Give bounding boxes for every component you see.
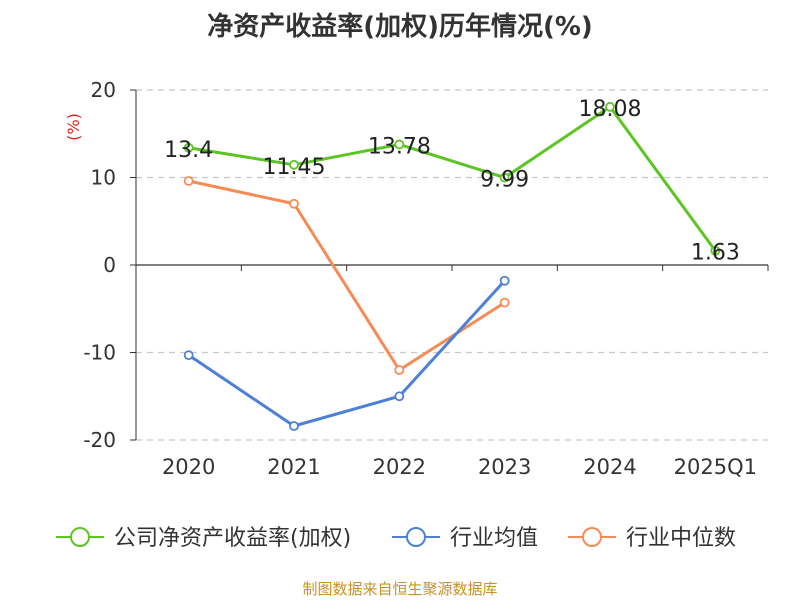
y-tick-label: -20 [83, 428, 116, 452]
y-tick-label: 20 [91, 78, 116, 102]
legend-label: 行业中位数 [626, 526, 736, 551]
data-point [499, 275, 510, 286]
data-label: 1.63 [691, 241, 740, 266]
y-tick-label: 0 [103, 253, 116, 277]
x-tick-label: 2021 [267, 455, 320, 479]
data-point [394, 365, 405, 375]
y-tick-label: -10 [83, 341, 116, 365]
data-label: 13.4 [164, 138, 213, 163]
data-label: 11.45 [263, 155, 326, 180]
legend-label: 行业均值 [450, 526, 538, 551]
source-note: 制图数据来自恒生聚源数据库 [302, 580, 498, 598]
x-tick-label: 2023 [478, 455, 531, 479]
data-label: 18.08 [579, 97, 642, 122]
series-line [187, 105, 717, 253]
y-axis-label: (%) [64, 113, 83, 141]
data-point [394, 391, 405, 402]
data-label: 13.78 [368, 134, 431, 159]
data-point [499, 172, 510, 183]
legend-marker [70, 527, 90, 547]
data-point [289, 198, 299, 209]
x-tick-label: 2025Q1 [674, 455, 757, 479]
data-point [289, 159, 299, 170]
data-point [183, 176, 194, 186]
legend-marker [406, 527, 426, 547]
legend-marker [582, 527, 602, 547]
chart-title: 净资产收益率(加权)历年情况(%) [207, 12, 593, 42]
data-point [183, 350, 194, 361]
data-point [499, 297, 510, 308]
x-tick-label: 2022 [373, 455, 426, 479]
x-tick-label: 2020 [162, 455, 215, 479]
data-point [183, 142, 194, 153]
data-point [394, 139, 405, 150]
legend-label: 公司净资产收益率(加权) [114, 526, 351, 551]
series-line [187, 179, 507, 372]
y-tick-label: 10 [91, 166, 116, 190]
x-tick-label: 2024 [583, 455, 636, 479]
data-label: 9.99 [480, 168, 529, 193]
data-point [289, 421, 299, 431]
data-point [605, 101, 615, 112]
series-line [187, 279, 507, 428]
data-point [710, 245, 721, 256]
